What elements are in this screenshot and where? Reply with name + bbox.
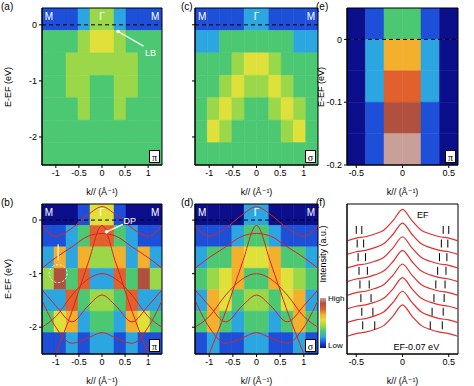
svg-text:-0.2: -0.2 [326, 160, 342, 170]
svg-text:EF: EF [417, 210, 429, 220]
html-text:(c): (c) [181, 1, 193, 12]
html-text:Low: Low [328, 341, 343, 350]
html-text:σ: σ [307, 341, 314, 352]
svg-text:0: 0 [254, 168, 259, 178]
svg-text:0: 0 [337, 35, 342, 45]
svg-text:0.5: 0.5 [274, 168, 287, 178]
svg-text:-1: -1 [52, 357, 60, 367]
svg-text:-0.5: -0.5 [225, 357, 241, 367]
html-text:(d): (d) [181, 197, 194, 208]
html-text:π: π [152, 341, 157, 352]
svg-text:0.5: 0.5 [119, 357, 132, 367]
svg-text:Γ: Γ [254, 207, 260, 218]
html-text:(f): (f) [316, 197, 326, 208]
html-text:σ: σ [307, 152, 314, 163]
html-text:E-EF (eV): E-EF (eV) [316, 66, 326, 107]
svg-text:-1: -1 [29, 76, 37, 86]
svg-text:0: 0 [99, 357, 104, 367]
svg-text:-0.5: -0.5 [71, 357, 87, 367]
svg-text:M: M [198, 207, 206, 218]
svg-text:0.5: 0.5 [442, 168, 455, 178]
svg-text:0: 0 [32, 20, 37, 30]
svg-text:Γ: Γ [99, 11, 105, 22]
svg-text:M: M [151, 207, 159, 218]
html-text:(a): (a) [1, 1, 14, 12]
svg-text:0: 0 [254, 357, 259, 367]
svg-text:0: 0 [99, 168, 104, 178]
svg-text:1: 1 [146, 168, 151, 178]
svg-text:-2: -2 [29, 322, 37, 332]
html-text:E-EF (eV): E-EF (eV) [3, 259, 13, 299]
svg-text:-0.5: -0.5 [71, 168, 87, 178]
svg-text:M: M [307, 207, 315, 218]
svg-text:Γ: Γ [254, 11, 260, 22]
svg-text:0.5: 0.5 [274, 357, 287, 367]
svg-text:LB: LB [145, 48, 156, 58]
svg-text:1: 1 [301, 168, 306, 178]
svg-text:M: M [151, 11, 159, 22]
svg-text:Γ: Γ [99, 207, 105, 218]
svg-text:-0.5: -0.5 [348, 357, 364, 367]
svg-text:M: M [45, 207, 53, 218]
html-text:Intensity (a.u.): Intensity (a.u.) [318, 225, 328, 282]
html-text:(e): (e) [316, 1, 329, 12]
html-text:E-EF (eV): E-EF (eV) [3, 66, 13, 107]
html-text:π: π [152, 152, 157, 163]
svg-text:k// (Å⁻¹): k// (Å⁻¹) [387, 187, 419, 197]
svg-text:EF-0.07 eV: EF-0.07 eV [394, 342, 440, 352]
svg-text:0.5: 0.5 [119, 168, 132, 178]
svg-text:1: 1 [146, 357, 151, 367]
svg-text:-0.5: -0.5 [225, 168, 241, 178]
svg-text:k// (Å⁻¹): k// (Å⁻¹) [86, 187, 118, 197]
svg-text:-1: -1 [205, 168, 213, 178]
svg-text:-1: -1 [52, 168, 60, 178]
svg-text:M: M [45, 11, 53, 22]
svg-text:-0.1: -0.1 [326, 97, 342, 107]
svg-text:1: 1 [301, 357, 306, 367]
svg-text:k// (Å⁻¹): k// (Å⁻¹) [387, 376, 419, 386]
html-text:π: π [448, 152, 453, 163]
svg-text:-2: -2 [29, 132, 37, 142]
svg-text:-0.5: -0.5 [348, 168, 364, 178]
svg-text:0.5: 0.5 [442, 357, 455, 367]
svg-text:k// (Å⁻¹): k// (Å⁻¹) [241, 187, 273, 197]
svg-text:-1: -1 [29, 269, 37, 279]
html-text:(b): (b) [1, 197, 14, 208]
svg-text:0: 0 [32, 215, 37, 225]
svg-text:k// (Å⁻¹): k// (Å⁻¹) [241, 376, 273, 386]
svg-text:M: M [307, 11, 315, 22]
svg-text:k// (Å⁻¹): k// (Å⁻¹) [86, 376, 118, 386]
html-text:High: High [328, 294, 345, 303]
svg-text:0: 0 [400, 168, 405, 178]
svg-text:M: M [198, 11, 206, 22]
svg-text:DP: DP [123, 216, 136, 226]
svg-text:0: 0 [400, 357, 405, 367]
svg-text:-1: -1 [205, 357, 213, 367]
